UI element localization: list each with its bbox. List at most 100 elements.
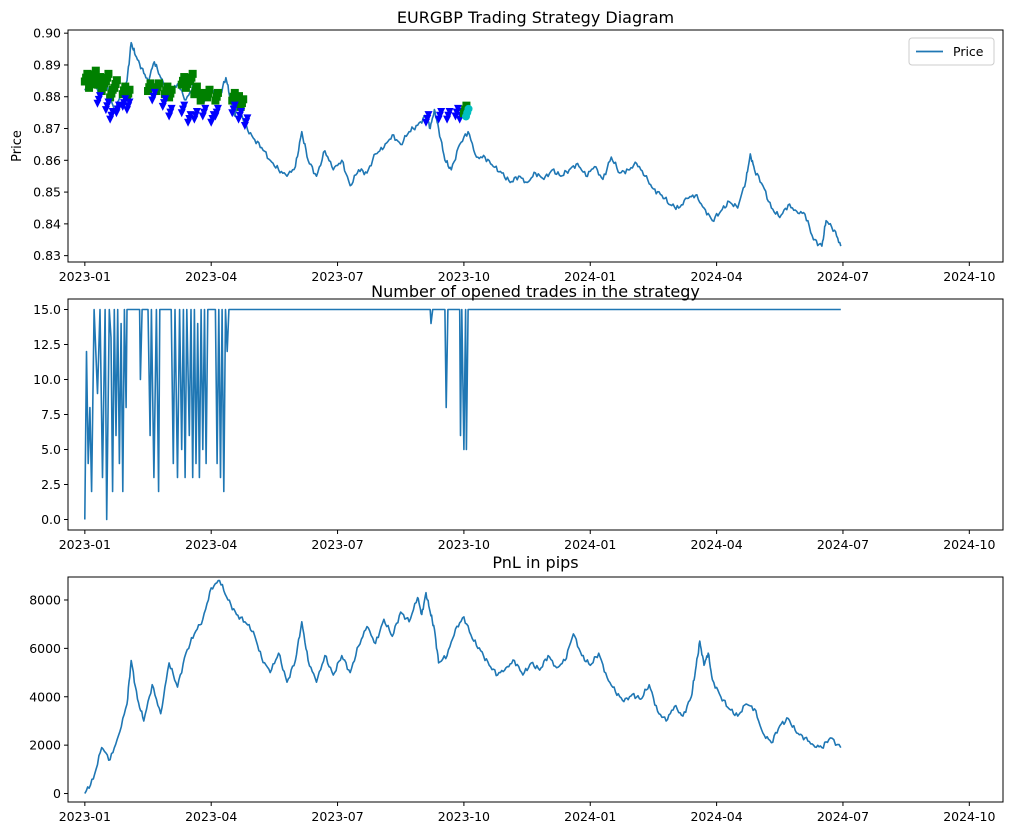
legend-box — [908, 37, 995, 66]
y-tick-label: 6000 — [29, 641, 61, 656]
x-tick-label: 2023-07 — [311, 537, 363, 552]
series-line-1 — [84, 308, 841, 521]
plot-frame — [67, 29, 1004, 263]
x-tick-label: 2024-01 — [564, 269, 616, 284]
x-tick-label: 2024-10 — [943, 537, 995, 552]
buy-marker — [125, 98, 134, 107]
sell-marker — [163, 82, 172, 91]
plot-frame — [67, 298, 1004, 531]
x-tick-label: 2023-07 — [311, 809, 363, 824]
x-tick-label: 2023-10 — [438, 809, 490, 824]
sell-marker — [121, 82, 130, 91]
buy-marker — [121, 95, 130, 104]
y-tick-label: 0.83 — [33, 248, 61, 263]
buy-marker — [167, 104, 176, 113]
y-tick-label: 0 — [53, 786, 61, 801]
sell-marker — [146, 79, 155, 88]
y-tick-label: 0.86 — [33, 153, 61, 168]
sell-marker — [112, 76, 121, 85]
x-tick-label: 2023-04 — [185, 537, 237, 552]
y-tick-label: 7.5 — [41, 407, 61, 422]
legend-label: Price — [953, 44, 984, 59]
trade-markers — [80, 66, 473, 130]
y-tick-label: 2000 — [29, 738, 61, 753]
y-tick-label: 0.88 — [33, 89, 61, 104]
sell-marker — [180, 73, 189, 82]
sell-marker — [205, 85, 214, 94]
sell-marker — [104, 69, 113, 78]
y-tick-label: 0.0 — [41, 512, 61, 527]
buy-marker — [230, 101, 239, 110]
chart-title: Number of opened trades in the strategy — [371, 282, 700, 301]
x-tick-label: 2024-01 — [564, 809, 616, 824]
close-marker — [464, 104, 473, 113]
x-tick-label: 2024-10 — [943, 269, 995, 284]
sell-marker — [213, 88, 222, 97]
x-tick-label: 2023-10 — [438, 537, 490, 552]
chart-panel-2: Number of opened trades in the strategy 0… — [33, 282, 1004, 552]
sell-marker — [199, 88, 208, 97]
buy-marker — [454, 104, 463, 113]
buy-marker — [201, 104, 210, 113]
sell-marker — [188, 69, 197, 78]
y-tick-label: 2.5 — [41, 477, 61, 492]
y-tick-label: 0.90 — [33, 26, 61, 41]
buy-marker — [445, 107, 454, 116]
sell-marker — [125, 85, 134, 94]
buy-marker — [424, 111, 433, 120]
plot-frame — [67, 576, 1004, 803]
sell-marker — [239, 95, 248, 104]
buy-marker — [437, 107, 446, 116]
x-tick-label: 2023-07 — [311, 269, 363, 284]
sell-marker — [154, 79, 163, 88]
x-tick-label: 2023-10 — [438, 269, 490, 284]
x-tick-label: 2024-07 — [817, 537, 869, 552]
x-tick-label: 2024-04 — [690, 269, 742, 284]
sell-marker — [234, 92, 243, 101]
sell-marker — [167, 85, 176, 94]
y-tick-label: 10.0 — [33, 372, 61, 387]
x-tick-label: 2023-01 — [59, 809, 111, 824]
sell-marker — [96, 73, 105, 82]
buy-marker — [161, 95, 170, 104]
x-tick-label: 2024-01 — [564, 537, 616, 552]
sell-marker — [91, 66, 100, 75]
buy-marker — [104, 98, 113, 107]
y-tick-label: 15.0 — [33, 302, 61, 317]
x-tick-label: 2024-04 — [690, 537, 742, 552]
y-tick-label: 12.5 — [33, 337, 61, 352]
series-line-1 — [84, 41, 842, 247]
sell-marker — [230, 88, 239, 97]
x-tick-label: 2024-07 — [817, 809, 869, 824]
x-tick-label: 2023-01 — [59, 537, 111, 552]
y-tick-label: 0.84 — [33, 216, 61, 231]
y-tick-label: 0.87 — [33, 121, 61, 136]
y-tick-label: 5.0 — [41, 442, 61, 457]
y-tick-label: 4000 — [29, 689, 61, 704]
y-tick-label: 8000 — [29, 592, 61, 607]
x-tick-label: 2023-04 — [185, 809, 237, 824]
buy-marker — [96, 92, 105, 101]
buy-marker — [180, 101, 189, 110]
x-tick-label: 2024-10 — [943, 809, 995, 824]
chart-panel-3: PnL in pips 0 2000 4000 6000 8000 2023-01 2023-… — [29, 553, 1004, 824]
sell-marker — [192, 82, 201, 91]
buy-marker — [150, 88, 159, 97]
buy-marker — [237, 107, 246, 116]
chart-panel-1: EURGBP Trading Strategy Diagram Price 0.83… — [10, 8, 1004, 284]
buy-marker — [192, 107, 201, 116]
x-tick-label: 2024-07 — [817, 269, 869, 284]
legend: Price — [908, 37, 995, 66]
series-line-1 — [84, 579, 842, 794]
y-axis-label: Price — [10, 130, 25, 162]
chart-title: PnL in pips — [492, 553, 578, 572]
x-tick-label: 2023-01 — [59, 269, 111, 284]
sell-marker — [83, 69, 92, 78]
x-tick-label: 2023-04 — [185, 269, 237, 284]
x-tick-label: 2024-04 — [690, 809, 742, 824]
chart-title: EURGBP Trading Strategy Diagram — [397, 8, 674, 27]
y-tick-label: 0.85 — [33, 185, 61, 200]
y-tick-label: 0.89 — [33, 57, 61, 72]
buy-marker — [213, 104, 222, 113]
